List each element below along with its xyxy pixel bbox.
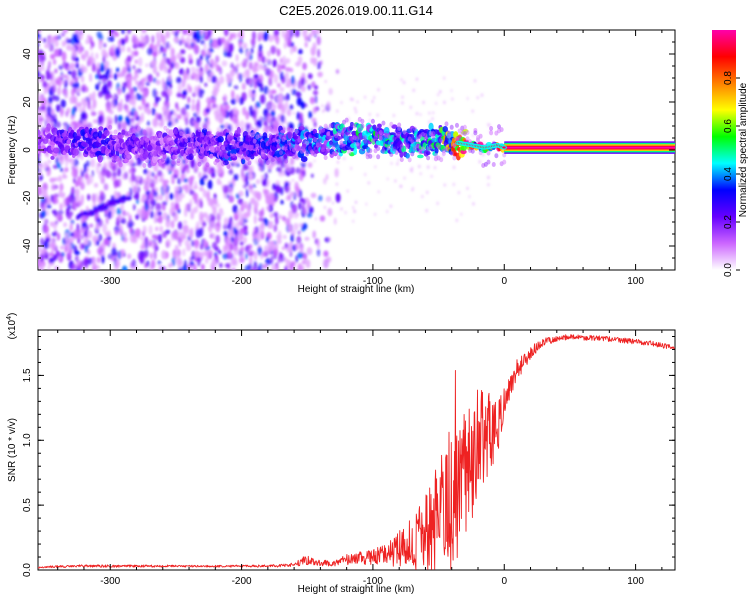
y-tick-label: 40	[22, 48, 33, 60]
y-tick-label: -40	[22, 238, 33, 253]
colorbar-gradient	[712, 30, 736, 270]
spectrogram-y-ticks: -40 -20 0 20 40	[22, 29, 675, 271]
x-tick-label: -300	[100, 576, 120, 587]
y-tick-label: -20	[22, 190, 33, 205]
svg-text:(x104): (x104)	[6, 313, 18, 340]
snr-y-label: SNR (10 * v/v)	[7, 418, 18, 482]
y-tick-label: 0.5	[22, 498, 33, 512]
colorbar-label: Normalized spectral amplitude	[738, 82, 749, 217]
snr-x-ticks: -300 -200 -100 0 100	[57, 330, 663, 587]
x-tick-label: 100	[627, 576, 644, 587]
snr-y-ticks: 0.0 0.5 1.0 1.5	[22, 335, 675, 577]
colorbar-tick-label: 0.4	[723, 167, 734, 181]
x-tick-label: -100	[363, 576, 383, 587]
colorbar-ticks: 0.0 0.2 0.4 0.6 0.8	[723, 71, 740, 277]
spectrogram-y-label: Frequency (Hz)	[7, 116, 18, 185]
x-tick-label: -100	[363, 276, 383, 287]
x-tick-label: 0	[501, 276, 507, 287]
spectrogram-heatmap	[38, 30, 675, 270]
figure-title: C2E5.2026.019.00.11.G14	[279, 3, 433, 18]
y-tick-label: 1.5	[22, 368, 33, 382]
spectrogram-x-ticks: -300 -200 -100 0 100	[57, 30, 663, 287]
colorbar-tick-label: 0.8	[723, 71, 734, 85]
x-tick-label: -300	[100, 276, 120, 287]
signal-ridge	[38, 116, 508, 169]
snr-panel: -300 -200 -100 0 100 0.0 0.5 1.0 1.5 Height of …	[6, 313, 676, 595]
y-tick-label: 0.0	[22, 563, 33, 577]
x-tick-label: 0	[501, 576, 507, 587]
colorbar-tick-label: 0.2	[723, 215, 734, 229]
snr-multiplier: (x104)	[6, 313, 18, 340]
steady-tone-band	[455, 140, 675, 154]
x-tick-label: -200	[232, 576, 252, 587]
snr-series	[38, 334, 675, 570]
snr-line	[38, 334, 675, 570]
colorbar-tick-label: 0.0	[723, 263, 734, 277]
x-tick-label: -200	[232, 276, 252, 287]
spectrogram-x-label: Height of straight line (km)	[298, 284, 415, 295]
snr-x-label: Height of straight line (km)	[298, 584, 415, 595]
colorbar-tick-label: 0.6	[723, 119, 734, 133]
y-tick-label: 0	[22, 147, 33, 153]
colorbar: 0.0 0.2 0.4 0.6 0.8 Normalized spectral ampl…	[712, 30, 749, 277]
x-tick-label: 100	[627, 276, 644, 287]
snr-frame	[37, 329, 676, 571]
y-tick-label: 20	[22, 96, 33, 108]
y-tick-label: 1.0	[22, 433, 33, 447]
